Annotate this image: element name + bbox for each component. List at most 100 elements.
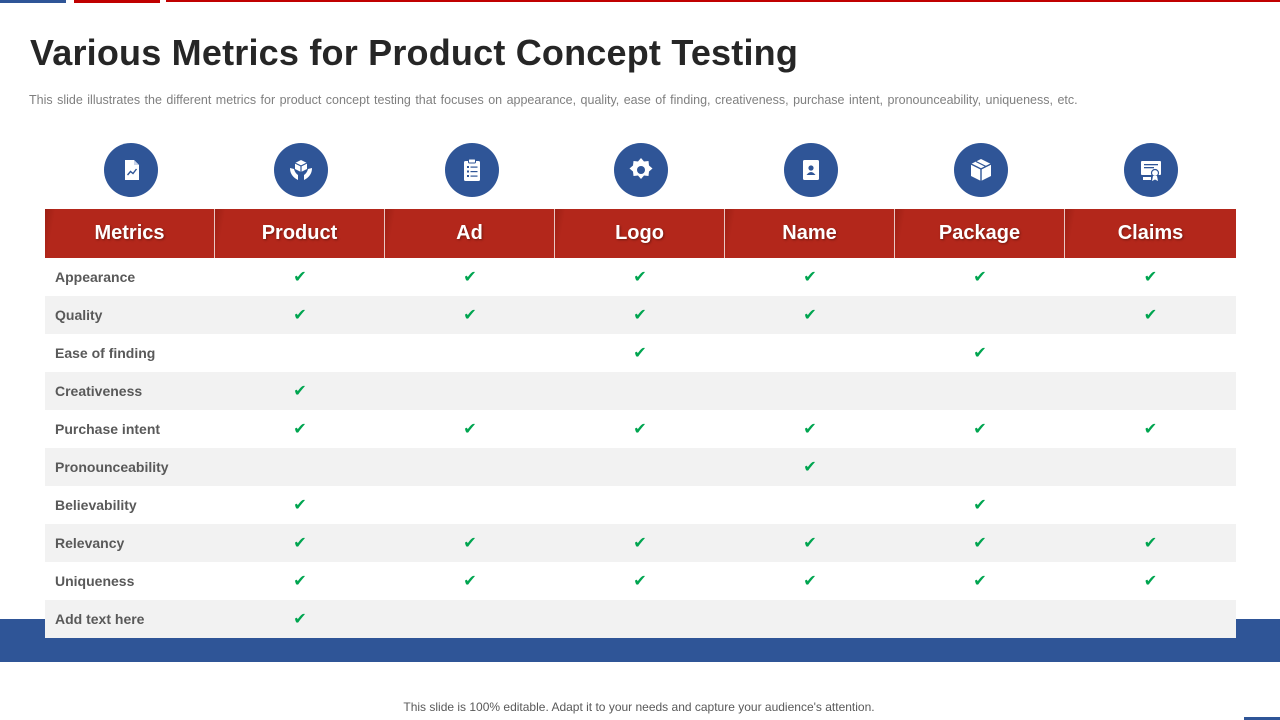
checkmark-icon: ✔ bbox=[973, 343, 987, 362]
checkmark-icon: ✔ bbox=[633, 533, 647, 552]
table-row: Uniqueness ✔ ✔ ✔ ✔ ✔ ✔ bbox=[45, 562, 1236, 600]
check-cell bbox=[555, 600, 725, 638]
check-cell: ✔ bbox=[895, 562, 1065, 600]
metric-label: Uniqueness bbox=[55, 573, 135, 589]
header-cell-name: Name bbox=[725, 209, 895, 258]
check-cell: ✔ bbox=[895, 410, 1065, 448]
certificate-icon bbox=[1124, 143, 1178, 197]
check-cell: ✔ bbox=[725, 258, 895, 296]
check-cell: ✔ bbox=[215, 258, 385, 296]
header-cell-ad: Ad bbox=[385, 209, 555, 258]
check-cell: ✔ bbox=[215, 600, 385, 638]
check-cell bbox=[725, 486, 895, 524]
checkmark-icon: ✔ bbox=[1143, 419, 1158, 438]
check-cell: ✔ bbox=[895, 524, 1065, 562]
check-cell: ✔ bbox=[385, 296, 555, 334]
check-cell: ✔ bbox=[895, 486, 1065, 524]
metric-label: Quality bbox=[55, 307, 103, 323]
check-cell bbox=[215, 334, 385, 372]
check-cell bbox=[385, 486, 555, 524]
checkmark-icon: ✔ bbox=[803, 457, 817, 476]
table-body: Appearance ✔ ✔ ✔ ✔ ✔ ✔ Quality ✔ ✔ ✔ ✔ ✔ Ease of find… bbox=[45, 258, 1236, 638]
checkmark-icon: ✔ bbox=[973, 419, 987, 438]
check-cell: ✔ bbox=[725, 524, 895, 562]
checkmark-icon: ✔ bbox=[803, 533, 817, 552]
check-cell bbox=[725, 372, 895, 410]
check-cell: ✔ bbox=[555, 410, 725, 448]
metric-label: Appearance bbox=[55, 269, 136, 285]
check-cell bbox=[1065, 448, 1236, 486]
metric-label: Creativeness bbox=[55, 383, 143, 399]
checkmark-icon: ✔ bbox=[633, 571, 647, 590]
check-cell: ✔ bbox=[555, 524, 725, 562]
checkmark-icon: ✔ bbox=[633, 419, 647, 438]
metric-label: Pronounceability bbox=[55, 459, 169, 475]
check-cell bbox=[1065, 486, 1236, 524]
metric-label: Purchase intent bbox=[55, 421, 161, 437]
checkmark-icon: ✔ bbox=[463, 571, 477, 590]
check-cell: ✔ bbox=[385, 258, 555, 296]
check-cell bbox=[555, 448, 725, 486]
checkmark-icon: ✔ bbox=[293, 267, 307, 286]
checkmark-icon: ✔ bbox=[1143, 267, 1158, 286]
package-box-icon bbox=[954, 143, 1008, 197]
checkmark-icon: ✔ bbox=[633, 305, 647, 324]
table-row: Pronounceability ✔ bbox=[45, 448, 1236, 486]
check-cell bbox=[895, 296, 1065, 334]
check-cell bbox=[385, 600, 555, 638]
checkmark-icon: ✔ bbox=[293, 495, 307, 514]
metric-label: Ease of finding bbox=[55, 345, 156, 361]
metric-label: Add text here bbox=[55, 611, 145, 627]
check-cell: ✔ bbox=[215, 524, 385, 562]
check-cell bbox=[725, 600, 895, 638]
check-cell: ✔ bbox=[1065, 524, 1236, 562]
check-cell: ✔ bbox=[555, 562, 725, 600]
check-cell: ✔ bbox=[1065, 410, 1236, 448]
check-cell: ✔ bbox=[895, 334, 1065, 372]
checkmark-icon: ✔ bbox=[973, 495, 987, 514]
check-cell: ✔ bbox=[385, 410, 555, 448]
checkmark-icon: ✔ bbox=[803, 571, 817, 590]
check-cell: ✔ bbox=[725, 448, 895, 486]
gear-badge-icon bbox=[614, 143, 668, 197]
checkmark-icon: ✔ bbox=[293, 533, 307, 552]
table-row: Purchase intent ✔ ✔ ✔ ✔ ✔ ✔ bbox=[45, 410, 1236, 448]
check-cell bbox=[555, 372, 725, 410]
metrics-table: Metrics Product Ad Logo Name Package Claims Ap… bbox=[45, 209, 1236, 638]
check-cell bbox=[385, 372, 555, 410]
slide-title: Various Metrics for Product Concept Test… bbox=[30, 32, 799, 73]
slide-subtitle: This slide illustrates the different met… bbox=[29, 93, 1078, 107]
check-cell bbox=[385, 334, 555, 372]
check-cell bbox=[1065, 600, 1236, 638]
check-cell: ✔ bbox=[1065, 562, 1236, 600]
check-cell: ✔ bbox=[385, 524, 555, 562]
checkmark-icon: ✔ bbox=[293, 305, 307, 324]
check-cell bbox=[1065, 334, 1236, 372]
column-icon-row bbox=[45, 143, 1236, 199]
checkmark-icon: ✔ bbox=[803, 305, 817, 324]
checkmark-icon: ✔ bbox=[463, 533, 477, 552]
top-accent-red-short bbox=[74, 0, 160, 3]
contact-card-icon bbox=[784, 143, 838, 197]
hands-box-icon bbox=[274, 143, 328, 197]
check-cell bbox=[895, 448, 1065, 486]
checkmark-icon: ✔ bbox=[803, 267, 817, 286]
check-cell bbox=[895, 600, 1065, 638]
document-chart-icon bbox=[104, 143, 158, 197]
check-cell: ✔ bbox=[215, 410, 385, 448]
check-cell bbox=[385, 448, 555, 486]
check-cell bbox=[215, 448, 385, 486]
check-cell: ✔ bbox=[385, 562, 555, 600]
checkmark-icon: ✔ bbox=[463, 419, 477, 438]
check-cell: ✔ bbox=[1065, 296, 1236, 334]
check-cell: ✔ bbox=[215, 486, 385, 524]
checkmark-icon: ✔ bbox=[973, 571, 987, 590]
header-cell-product: Product bbox=[215, 209, 385, 258]
checkmark-icon: ✔ bbox=[293, 381, 307, 400]
check-cell: ✔ bbox=[215, 372, 385, 410]
top-accent-red-long bbox=[166, 0, 1280, 2]
table-row: Ease of finding ✔ ✔ bbox=[45, 334, 1236, 372]
table-row: Add text here ✔ bbox=[45, 600, 1236, 638]
check-cell: ✔ bbox=[215, 296, 385, 334]
corner-accent bbox=[1244, 717, 1280, 720]
